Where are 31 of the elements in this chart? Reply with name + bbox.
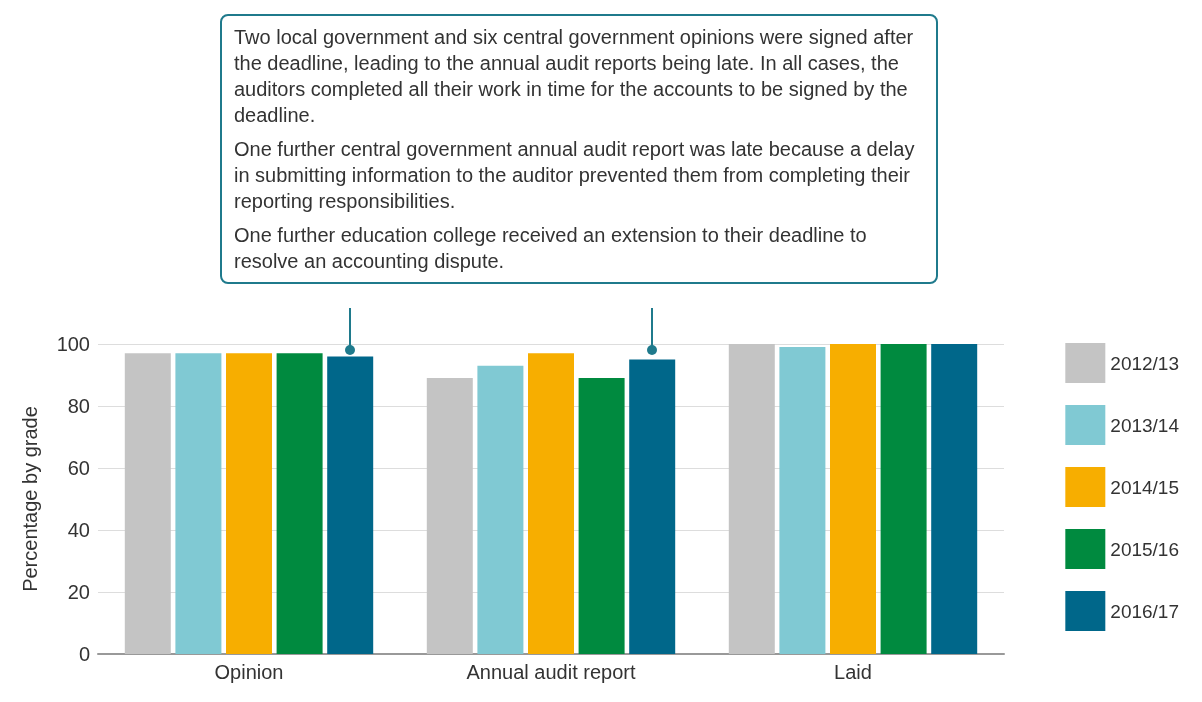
bar: [226, 353, 272, 654]
bar: [779, 347, 826, 654]
bar: [276, 353, 323, 654]
bar: [327, 356, 374, 654]
bar: [880, 344, 927, 654]
legend-label: 2012/13: [1110, 352, 1180, 374]
bar: [124, 353, 171, 654]
bar: [728, 344, 775, 654]
y-tick-label: 20: [67, 581, 90, 603]
y-tick-label: 0: [78, 643, 90, 665]
legend-label: 2014/15: [1110, 476, 1180, 498]
y-tick-label: 60: [67, 457, 90, 479]
callout-box: Two local government and six central government opinions were signed after the deadline, leading to the annual audit reports being late. In all cases, the auditors completed all their work in time for the accounts to be signed by the deadline. One further central government annual audit report was late because a delay in submitting information to the auditor prevented them from completing their reporting responsibilities. One further education college received an extension to their deadline to resolve an accounting dispute.: [220, 14, 938, 284]
bar: [175, 353, 222, 654]
bar: [477, 365, 524, 654]
x-tick-label: Opinion: [214, 661, 284, 683]
y-tick-label: 40: [67, 519, 90, 541]
x-tick-label: Annual audit report: [466, 661, 636, 683]
bar: [830, 344, 876, 654]
legend-label: 2015/16: [1110, 538, 1180, 560]
y-tick-label: 100: [56, 333, 90, 355]
x-tick-label: Laid: [834, 661, 872, 683]
bar: [931, 344, 978, 654]
legend-label: 2013/14: [1110, 414, 1180, 436]
bar: [578, 378, 625, 654]
y-axis-title: Percentage by grade: [19, 406, 41, 592]
bar: [426, 378, 473, 654]
y-tick-label: 80: [67, 395, 90, 417]
legend-label: 2016/17: [1110, 600, 1180, 622]
bar: [528, 353, 574, 654]
bar: [629, 359, 676, 654]
